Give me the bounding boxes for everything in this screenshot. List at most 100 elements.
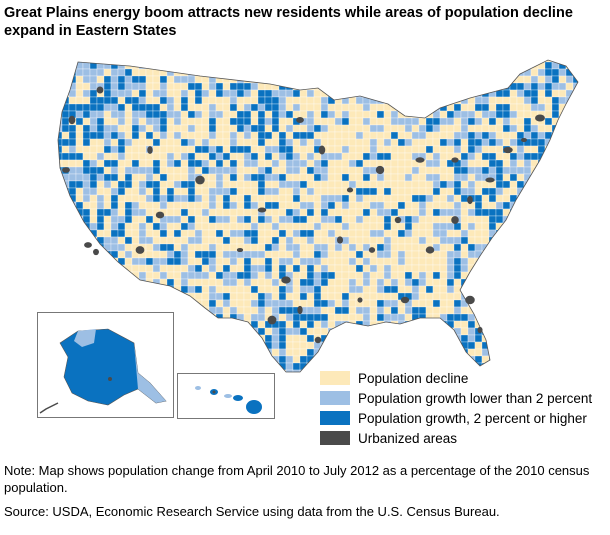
county-cell <box>257 75 266 84</box>
county-cell <box>264 236 273 245</box>
county-cell <box>243 124 252 133</box>
county-cell <box>460 257 469 266</box>
county-cell <box>89 131 98 140</box>
county-cell <box>208 278 217 287</box>
county-cell <box>236 187 245 196</box>
county-cell <box>61 152 70 161</box>
county-cell <box>530 103 539 112</box>
county-cell <box>285 208 294 217</box>
county-cell <box>201 194 210 203</box>
county-cell <box>523 320 532 329</box>
county-cell <box>82 82 91 91</box>
county-cell <box>215 334 224 343</box>
county-cell <box>565 187 574 196</box>
county-cell <box>145 264 154 273</box>
county-cell <box>502 306 511 315</box>
county-cell <box>313 187 322 196</box>
county-cell <box>558 159 567 168</box>
county-cell <box>103 299 112 308</box>
county-cell <box>299 103 308 112</box>
county-cell <box>439 159 448 168</box>
county-cell <box>117 222 126 231</box>
county-cell <box>523 334 532 343</box>
county-cell <box>229 222 238 231</box>
county-cell <box>474 341 483 350</box>
county-cell <box>250 278 259 287</box>
urban-area <box>297 305 303 315</box>
county-cell <box>439 145 448 154</box>
county-cell <box>397 187 406 196</box>
county-cell <box>58 243 63 252</box>
county-cell <box>495 278 504 287</box>
county-cell <box>201 250 210 259</box>
county-cell <box>390 285 399 294</box>
county-cell <box>201 320 210 329</box>
county-cell <box>523 124 532 133</box>
county-cell <box>306 236 315 245</box>
county-cell <box>110 145 119 154</box>
county-cell <box>271 187 280 196</box>
county-cell <box>243 313 252 322</box>
county-cell <box>376 334 385 343</box>
county-cell <box>278 264 287 273</box>
county-cell <box>446 138 455 147</box>
county-cell <box>341 299 350 308</box>
county-cell <box>58 124 63 133</box>
county-cell <box>229 96 238 105</box>
county-cell <box>495 138 504 147</box>
county-cell <box>152 96 161 105</box>
county-cell <box>439 271 448 280</box>
county-cell <box>460 180 469 189</box>
county-cell <box>61 229 70 238</box>
county-cell <box>117 257 126 266</box>
county-cell <box>180 320 189 329</box>
county-cell <box>397 243 406 252</box>
county-cell <box>257 320 266 329</box>
county-cell <box>362 194 371 203</box>
county-cell <box>187 271 196 280</box>
county-cell <box>89 68 98 77</box>
county-cell <box>215 96 224 105</box>
county-cell <box>194 166 203 175</box>
county-cell <box>58 250 63 259</box>
county-cell <box>425 187 434 196</box>
county-cell <box>243 306 252 315</box>
county-cell <box>390 124 399 133</box>
county-cell <box>397 236 406 245</box>
county-cell <box>418 236 427 245</box>
county-cell <box>580 300 587 307</box>
county-cell <box>446 201 455 210</box>
county-cell <box>180 138 189 147</box>
county-cell <box>180 89 189 98</box>
county-cell <box>292 110 301 119</box>
county-cell <box>530 145 539 154</box>
county-cell <box>523 194 532 203</box>
county-cell <box>173 152 182 161</box>
county-cell <box>432 278 441 287</box>
county-cell <box>166 187 175 196</box>
county-cell <box>103 138 112 147</box>
county-cell <box>131 138 140 147</box>
county-cell <box>201 124 210 133</box>
county-cell <box>215 82 224 91</box>
county-cell <box>299 89 308 98</box>
county-cell <box>362 257 371 266</box>
county-cell <box>341 355 350 364</box>
county-cell <box>474 208 483 217</box>
county-cell <box>320 110 329 119</box>
county-cell <box>75 208 84 217</box>
county-cell <box>502 61 511 70</box>
county-cell <box>537 96 546 105</box>
county-cell <box>418 75 427 84</box>
county-cell <box>89 173 98 182</box>
county-cell <box>89 264 98 273</box>
county-cell <box>432 215 441 224</box>
county-cell <box>75 75 84 84</box>
county-cell <box>306 152 315 161</box>
county-cell <box>446 313 455 322</box>
county-cell <box>68 264 77 273</box>
county-cell <box>439 180 448 189</box>
county-cell <box>89 180 98 189</box>
county-cell <box>61 194 70 203</box>
county-cell <box>327 61 336 70</box>
